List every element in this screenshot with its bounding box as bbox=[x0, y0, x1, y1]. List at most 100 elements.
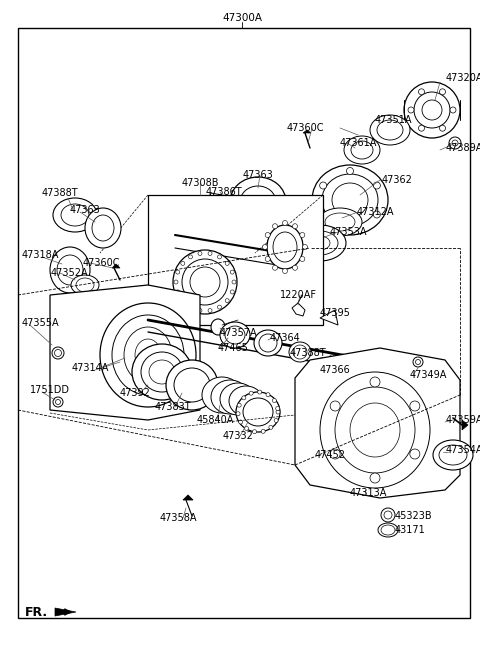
Ellipse shape bbox=[293, 345, 307, 359]
Ellipse shape bbox=[294, 225, 346, 261]
Polygon shape bbox=[50, 285, 200, 420]
Ellipse shape bbox=[230, 177, 286, 227]
Circle shape bbox=[292, 224, 298, 229]
Text: 47386T: 47386T bbox=[206, 187, 242, 197]
Circle shape bbox=[283, 221, 288, 225]
Circle shape bbox=[360, 378, 365, 384]
Text: 47366: 47366 bbox=[320, 365, 350, 375]
Circle shape bbox=[440, 89, 445, 95]
Polygon shape bbox=[462, 420, 468, 430]
Polygon shape bbox=[292, 303, 305, 316]
Circle shape bbox=[52, 347, 64, 359]
Ellipse shape bbox=[312, 165, 388, 235]
Circle shape bbox=[269, 425, 273, 429]
Circle shape bbox=[300, 233, 305, 237]
Ellipse shape bbox=[61, 204, 89, 226]
Circle shape bbox=[306, 374, 311, 379]
Ellipse shape bbox=[259, 334, 277, 352]
Text: 47300A: 47300A bbox=[222, 13, 262, 23]
Text: 47349A: 47349A bbox=[410, 370, 447, 380]
Circle shape bbox=[261, 429, 265, 434]
Text: 47363: 47363 bbox=[70, 205, 101, 215]
Ellipse shape bbox=[141, 352, 183, 392]
Circle shape bbox=[208, 252, 212, 256]
Ellipse shape bbox=[220, 322, 250, 348]
Text: 47351A: 47351A bbox=[374, 115, 412, 125]
Circle shape bbox=[244, 426, 249, 430]
Text: 47388T: 47388T bbox=[290, 348, 326, 358]
Circle shape bbox=[252, 430, 256, 434]
Circle shape bbox=[249, 391, 253, 396]
Ellipse shape bbox=[422, 100, 442, 120]
Circle shape bbox=[242, 396, 246, 400]
Circle shape bbox=[449, 137, 461, 149]
Circle shape bbox=[189, 255, 192, 259]
Circle shape bbox=[320, 211, 327, 218]
Circle shape bbox=[384, 511, 392, 519]
Circle shape bbox=[440, 125, 445, 131]
Text: 47452: 47452 bbox=[314, 450, 346, 460]
Ellipse shape bbox=[273, 232, 297, 262]
Text: 47358A: 47358A bbox=[159, 513, 197, 523]
Circle shape bbox=[347, 225, 353, 233]
Circle shape bbox=[330, 355, 335, 359]
Circle shape bbox=[347, 168, 353, 175]
Circle shape bbox=[276, 407, 280, 411]
Text: 47363: 47363 bbox=[242, 170, 274, 180]
Ellipse shape bbox=[433, 440, 473, 470]
Circle shape bbox=[450, 107, 456, 113]
Circle shape bbox=[239, 420, 243, 424]
Ellipse shape bbox=[325, 213, 355, 231]
Ellipse shape bbox=[322, 174, 378, 226]
Text: 47359A: 47359A bbox=[446, 415, 480, 425]
Ellipse shape bbox=[53, 198, 97, 232]
Circle shape bbox=[237, 403, 241, 407]
Ellipse shape bbox=[173, 250, 237, 314]
Ellipse shape bbox=[267, 225, 303, 269]
Circle shape bbox=[419, 125, 424, 131]
Circle shape bbox=[381, 508, 395, 522]
Circle shape bbox=[273, 265, 277, 270]
Text: 47318A: 47318A bbox=[22, 250, 60, 260]
Text: 47465: 47465 bbox=[218, 343, 249, 353]
Ellipse shape bbox=[85, 208, 121, 248]
Circle shape bbox=[176, 270, 180, 274]
Ellipse shape bbox=[190, 267, 220, 297]
Circle shape bbox=[416, 359, 420, 365]
Circle shape bbox=[236, 412, 240, 416]
Circle shape bbox=[419, 89, 424, 95]
Circle shape bbox=[225, 261, 229, 265]
Circle shape bbox=[230, 270, 234, 274]
Ellipse shape bbox=[378, 523, 398, 537]
Circle shape bbox=[370, 473, 380, 483]
Text: 47392: 47392 bbox=[120, 388, 150, 398]
Text: 47389A: 47389A bbox=[446, 143, 480, 153]
Ellipse shape bbox=[243, 398, 273, 426]
Ellipse shape bbox=[57, 255, 83, 285]
Ellipse shape bbox=[313, 365, 357, 405]
Circle shape bbox=[181, 299, 185, 303]
Circle shape bbox=[314, 403, 319, 408]
Circle shape bbox=[273, 224, 277, 229]
Circle shape bbox=[181, 261, 185, 265]
Circle shape bbox=[323, 409, 328, 414]
Ellipse shape bbox=[377, 120, 403, 140]
Ellipse shape bbox=[404, 82, 460, 138]
Ellipse shape bbox=[92, 215, 114, 241]
Ellipse shape bbox=[305, 357, 365, 413]
Circle shape bbox=[413, 357, 423, 367]
Text: 47308B: 47308B bbox=[181, 178, 219, 188]
Text: 47352A: 47352A bbox=[51, 268, 89, 278]
Ellipse shape bbox=[149, 360, 175, 384]
Ellipse shape bbox=[166, 360, 218, 410]
Text: 43171: 43171 bbox=[395, 525, 426, 535]
Circle shape bbox=[276, 410, 280, 414]
Circle shape bbox=[217, 255, 221, 259]
Circle shape bbox=[373, 182, 380, 189]
Ellipse shape bbox=[225, 326, 245, 344]
Circle shape bbox=[319, 358, 324, 363]
Circle shape bbox=[307, 395, 312, 399]
Text: 47314A: 47314A bbox=[72, 363, 108, 373]
Text: 1220AF: 1220AF bbox=[279, 290, 316, 300]
Ellipse shape bbox=[135, 339, 161, 371]
